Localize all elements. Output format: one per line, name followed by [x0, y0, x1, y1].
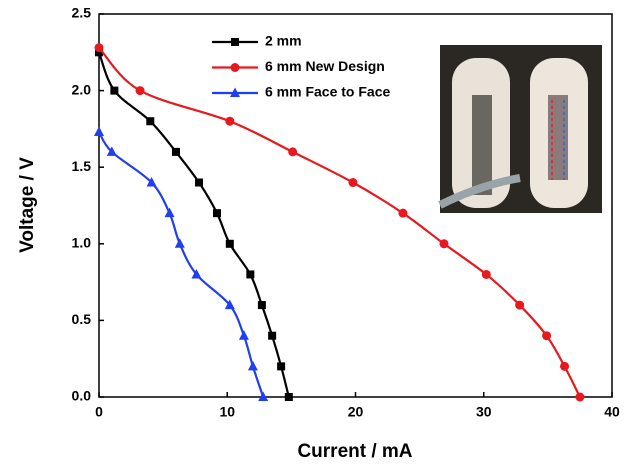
y-tick-label: 0.0: [72, 388, 92, 404]
legend-marker: [230, 87, 240, 97]
data-point: [94, 126, 104, 136]
x-axis-label: Current / mA: [297, 441, 412, 462]
data-point: [575, 392, 585, 402]
data-point: [247, 360, 258, 371]
data-point: [146, 177, 157, 187]
legend-marker: [230, 63, 240, 72]
data-point: [135, 86, 145, 96]
data-point: [560, 361, 570, 371]
data-point: [225, 239, 234, 248]
data-point: [542, 331, 552, 341]
data-point: [106, 146, 117, 156]
data-point: [288, 147, 298, 157]
series-line: [98, 131, 265, 398]
x-tick-label: 10: [219, 404, 235, 420]
x-tick-label: 30: [476, 404, 492, 420]
data-point: [481, 269, 491, 279]
data-point: [515, 300, 525, 310]
y-tick-label: 1.5: [72, 158, 92, 174]
y-tick-label: 1.0: [72, 235, 92, 251]
legend-text: 2 mm: [265, 33, 302, 49]
x-tick-label: 0: [95, 404, 103, 420]
y-tick-label: 2.0: [72, 81, 92, 97]
legend-text: 6 mm Face to Face: [265, 84, 390, 100]
data-point: [171, 147, 180, 156]
data-point: [212, 209, 221, 218]
data-point: [174, 238, 185, 248]
data-point: [225, 116, 235, 126]
data-point: [246, 270, 255, 279]
data-point: [398, 208, 408, 218]
data-point: [146, 117, 155, 126]
legend-text: 6 mm New Design: [265, 58, 385, 74]
inset-photo: [438, 45, 602, 213]
x-tick-label: 20: [348, 404, 364, 420]
data-point: [348, 178, 358, 188]
data-point: [224, 299, 235, 310]
data-point: [258, 391, 269, 401]
series-line: [97, 51, 290, 398]
legend-marker: [231, 38, 239, 46]
data-point: [268, 331, 277, 340]
y-tick-label: 2.5: [72, 5, 92, 21]
y-axis-label: Voltage / V: [17, 157, 38, 253]
x-tick-label: 40: [604, 404, 620, 420]
data-point: [94, 43, 104, 53]
data-point: [284, 393, 293, 401]
data-point: [439, 239, 449, 249]
data-point: [164, 207, 175, 218]
data-point: [95, 48, 103, 57]
data-point: [277, 362, 286, 371]
data-point: [110, 86, 119, 95]
data-point: [195, 178, 204, 187]
data-point: [191, 268, 202, 279]
y-tick-label: 0.5: [72, 311, 92, 327]
data-point: [257, 301, 266, 310]
data-point: [238, 330, 249, 340]
